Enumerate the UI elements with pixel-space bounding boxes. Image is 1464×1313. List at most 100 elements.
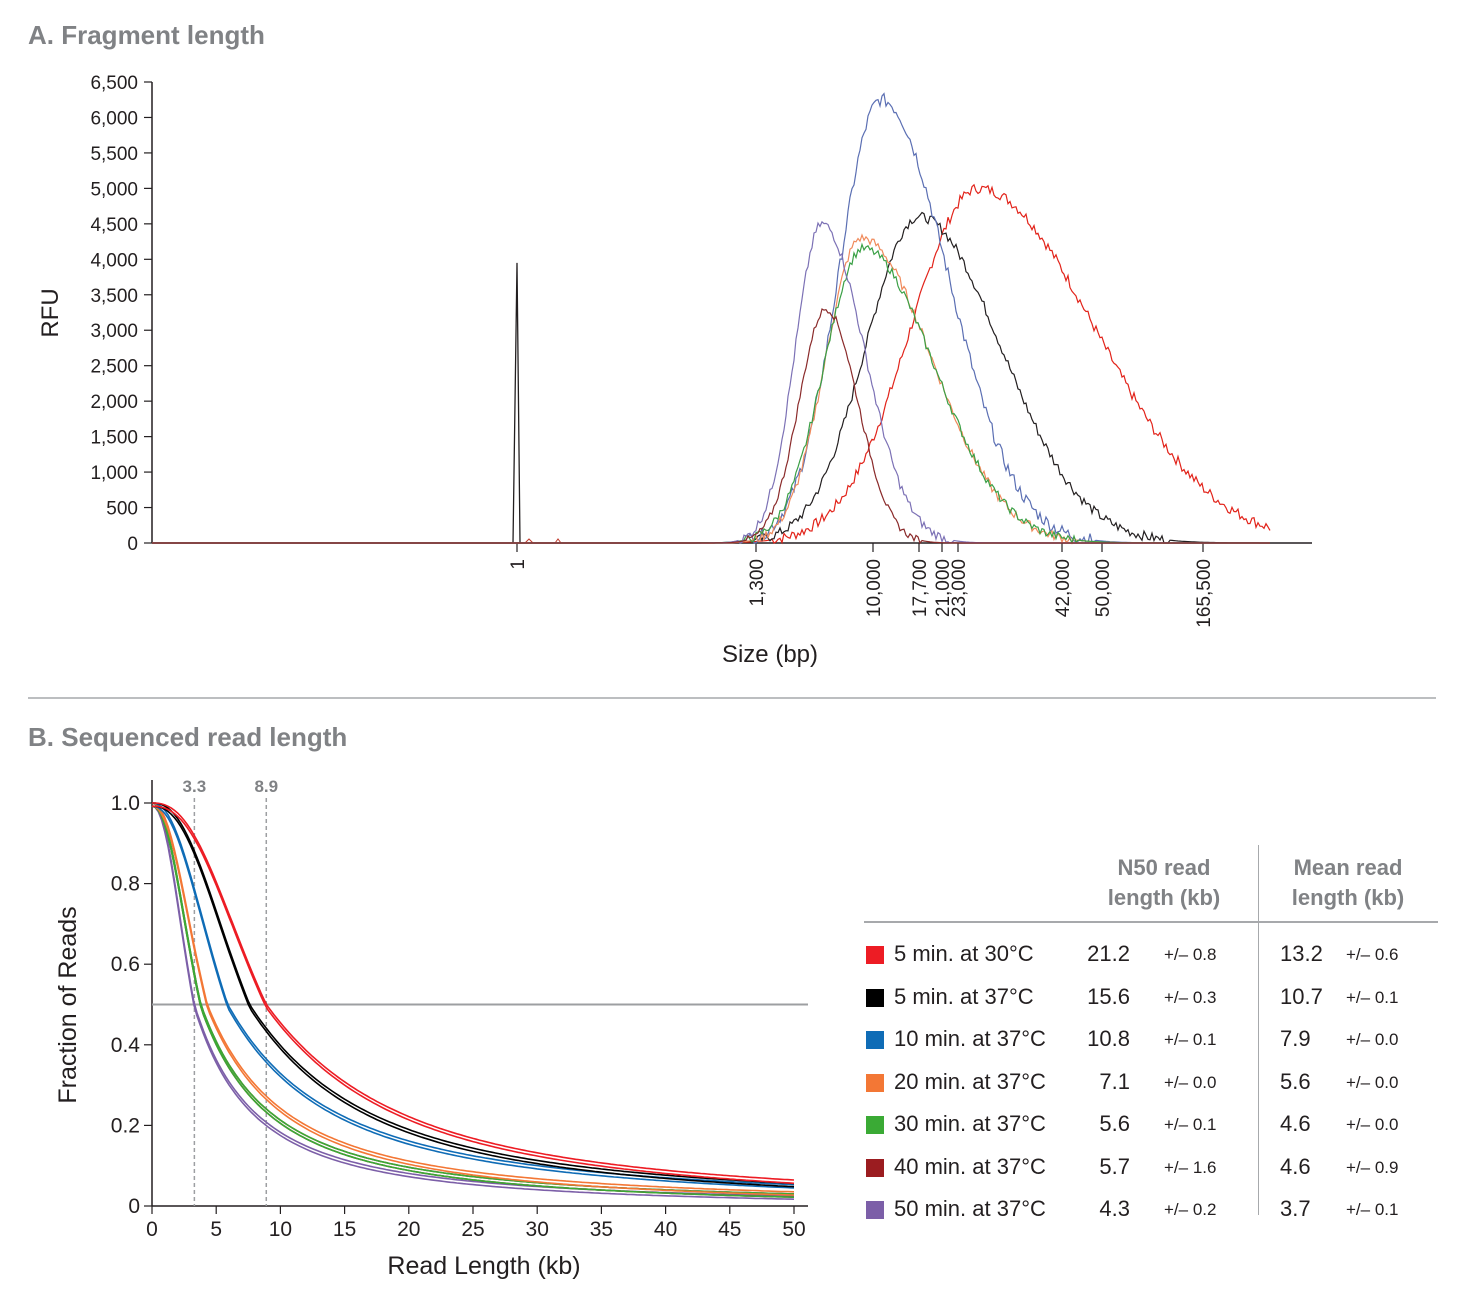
legend-row: 30 min. at 37°C 5.6 +/– 0.1 4.6 +/– 0.0 [864,1105,1444,1147]
legend-header-rule [864,921,1438,923]
mean-sd: +/– 0.6 [1346,945,1399,964]
n50-header-line1: N50 read [1117,855,1211,880]
panel-divider [28,697,1436,699]
x-tick-label: 1 [508,559,529,570]
x-tick-label: 50 [782,1218,805,1241]
mean-value: 5.6 [1280,1068,1311,1094]
n50-value: 7.1 [1099,1068,1130,1094]
x-tick-label: 20 [397,1218,420,1241]
legend-swatch [866,988,884,1007]
mean-value: 4.6 [1280,1153,1311,1179]
reference-line-label: 3.3 [183,777,207,796]
n50-header: N50 read length (kb) [1084,853,1244,913]
mean-header: Mean read length (kb) [1268,853,1428,913]
mean-value: 10.7 [1280,983,1323,1009]
n50-sd: +/– 0.3 [1164,987,1217,1007]
read-length-curve-2 [151,805,795,1188]
n50-value: 15.6 [1087,983,1130,1009]
mean-sd: +/– 0.0 [1346,1115,1399,1134]
x-tick-label: 25 [461,1218,484,1241]
n50-value: 21.2 [1087,941,1130,966]
y-axis-title: Fraction of Reads [54,906,82,1103]
y-tick-label: 6,500 [90,73,138,94]
y-tick-label: 4,500 [90,215,138,236]
legend-label: 40 min. at 37°C [894,1153,1046,1179]
x-tick-label: 40 [654,1218,677,1241]
x-tick-label: 30 [526,1218,549,1241]
y-tick-label: 1.0 [111,792,140,815]
read-length-curve-2 [151,802,795,1185]
x-tick-label: 0 [146,1218,158,1241]
x-tick-label: 50,000 [1093,559,1114,617]
y-tick-label: 0.6 [111,953,140,976]
y-tick-label: 3,000 [90,321,138,342]
n50-value: 5.6 [1099,1111,1130,1136]
y-tick-label: 3,500 [90,286,138,307]
x-tick-label: 23,000 [949,559,970,617]
y-tick-label: 6,000 [90,108,138,129]
n50-header-line2: length (kb) [1107,885,1221,910]
y-tick-label: 2,000 [90,392,138,413]
fragment-length-chart: 0 500 1,000 1,500 2,000 2,500 3,000 3,500 4,000 4… [37,73,1312,668]
x-axis-title: Size (bp) [722,641,818,668]
y-tick-label: 5,500 [90,144,138,165]
read-length-curve-3 [151,802,795,1186]
mean-sd: +/– 0.1 [1346,1200,1399,1219]
n50-sd: +/– 0.8 [1164,945,1217,964]
n50-sd: +/– 0.1 [1164,1115,1217,1134]
x-axis-title: Read Length (kb) [387,1252,580,1280]
legend-row: 20 min. at 37°C 7.1 +/– 0.0 5.6 +/– 0.0 [864,1063,1444,1105]
y-tick-label: 4,000 [90,250,138,271]
read-length-curve-6 [151,802,794,1195]
legend-row: 10 min. at 37°C 10.8 +/– 0.1 7.9 +/– 0.0 [864,1020,1444,1062]
legend-label: 5 min. at 30°C [894,941,1034,966]
legend-swatch [866,1073,884,1092]
y-tick-label: 1,000 [90,463,138,484]
legend-swatch [866,946,884,964]
legend-label: 5 min. at 37°C [894,983,1034,1009]
y-tick-label: 500 [106,499,138,520]
x-tick-label: 165,500 [1194,559,1215,628]
x-tick-label: 1,300 [747,559,768,607]
mean-header-line1: Mean read [1293,855,1403,880]
legend-label: 20 min. at 37°C [894,1068,1046,1094]
read-length-chart: 0 0.2 0.4 0.6 0.8 1.0 0 5 10 15 20 25 30 35 40 45 50 Read… [54,777,808,1280]
mean-value: 13.2 [1280,941,1323,966]
legend-label: 10 min. at 37°C [894,1026,1046,1051]
y-tick-label: 1,500 [90,428,138,449]
n50-sd: +/– 0.0 [1164,1072,1217,1092]
mean-sd: +/– 0.0 [1346,1072,1399,1092]
read-length-curve-1 [151,805,795,1185]
x-tick-label: 17,700 [910,559,931,617]
mean-value: 7.9 [1280,1026,1311,1051]
mean-header-line2: length (kb) [1291,885,1405,910]
legend-column-rule [1258,845,1259,1215]
y-tick-label: 0.8 [111,873,140,896]
legend-table: N50 read length (kb) Mean read length (k… [864,845,1444,1225]
x-tick-label: 35 [590,1218,613,1241]
x-tick-label: 45 [718,1218,741,1241]
n50-sd: +/– 1.6 [1164,1157,1217,1177]
x-tick-label: 10,000 [864,559,885,617]
y-axis-title: RFU [37,288,64,337]
mean-sd: +/– 0.9 [1346,1157,1399,1177]
y-tick-label: 2,500 [90,357,138,378]
marker-noise [524,538,562,544]
legend-swatch [866,1158,884,1177]
mean-sd: +/– 0.0 [1346,1030,1399,1049]
read-length-curve-4 [151,805,795,1196]
read-length-curve-4 [151,802,795,1193]
mean-value: 4.6 [1280,1111,1311,1136]
n50-value: 5.7 [1099,1153,1130,1179]
n50-value: 4.3 [1099,1196,1130,1221]
y-tick-label: 5,000 [90,179,138,200]
reference-line-label: 8.9 [254,777,278,796]
x-tick-label: 15 [333,1218,356,1241]
legend-row: 5 min. at 37°C 15.6 +/– 0.3 10.7 +/– 0.1 [864,978,1444,1020]
legend-label: 50 min. at 37°C [894,1196,1046,1221]
read-length-curve-1 [151,802,795,1181]
read-length-curve-3 [151,805,795,1189]
x-tick-label: 5 [210,1218,222,1241]
y-tick-label: 0.4 [111,1034,141,1057]
legend-swatch [866,1116,884,1134]
